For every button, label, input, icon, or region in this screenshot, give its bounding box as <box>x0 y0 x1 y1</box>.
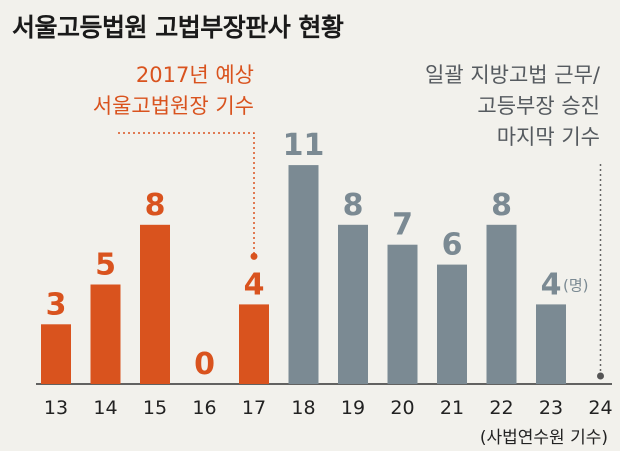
bar-18 <box>288 165 319 384</box>
annotation-last-class: 일괄 지방고법 근무/ 고등부장 승진 마지막 기수 <box>340 60 600 153</box>
x-tick-label: 18 <box>291 397 315 419</box>
data-label-15: 8 <box>145 188 166 223</box>
annotation-chief-judge-dot <box>250 252 258 260</box>
annotation-last-class-line-2: 고등부장 승진 <box>477 94 600 118</box>
bar-15 <box>140 224 170 384</box>
data-label-17: 4 <box>244 267 265 302</box>
x-tick-label: 17 <box>242 397 266 419</box>
bar-19 <box>338 224 368 384</box>
chart-title: 서울고등법원 고법부장판사 현황 <box>12 13 344 42</box>
annotation-chief-judge-line-2: 서울고법원장 기수 <box>92 94 254 118</box>
bar-21 <box>437 264 467 384</box>
bar-20 <box>387 244 418 384</box>
annotation-chief-judge: 2017년 예상 서울고법원장 기수 <box>0 60 254 122</box>
bar-22 <box>486 224 517 384</box>
data-label-18: 11 <box>283 128 325 163</box>
annotation-chief-judge-leader <box>118 132 255 257</box>
x-tick-label: 16 <box>192 397 216 419</box>
x-tick-label: 19 <box>341 397 365 419</box>
bar-13 <box>41 324 71 384</box>
x-tick-label: 24 <box>588 397 612 419</box>
data-label-13: 3 <box>46 287 67 322</box>
data-label-22: 8 <box>491 188 512 223</box>
x-tick-label: 22 <box>489 397 513 419</box>
annotation-chief-judge-line-1: 2017년 예상 <box>135 63 254 87</box>
annotation-last-class-dot <box>597 372 604 380</box>
annotation-last-class-line-1: 일괄 지방고법 근무/ <box>425 63 600 87</box>
data-label-16: 0 <box>194 347 215 382</box>
x-tick-label: 23 <box>539 397 563 419</box>
data-label-20: 7 <box>392 208 413 243</box>
data-label-23: 4 <box>541 267 562 302</box>
data-label-21: 6 <box>442 228 463 263</box>
x-tick-label: 21 <box>440 397 464 419</box>
x-tick-label: 13 <box>44 397 68 419</box>
x-tick-label: 20 <box>390 397 414 419</box>
bar-17 <box>239 304 269 384</box>
annotation-last-class-line-3: 마지막 기수 <box>496 125 600 149</box>
x-axis-title: (사법연수원 기수) <box>480 428 608 448</box>
bar-23 <box>536 304 566 384</box>
x-tick-label: 14 <box>93 397 117 419</box>
x-tick-label: 15 <box>143 397 167 419</box>
data-label-19: 8 <box>343 188 364 223</box>
bar-14 <box>90 284 121 384</box>
data-label-14: 5 <box>95 248 116 283</box>
unit-label: (명) <box>563 276 589 294</box>
